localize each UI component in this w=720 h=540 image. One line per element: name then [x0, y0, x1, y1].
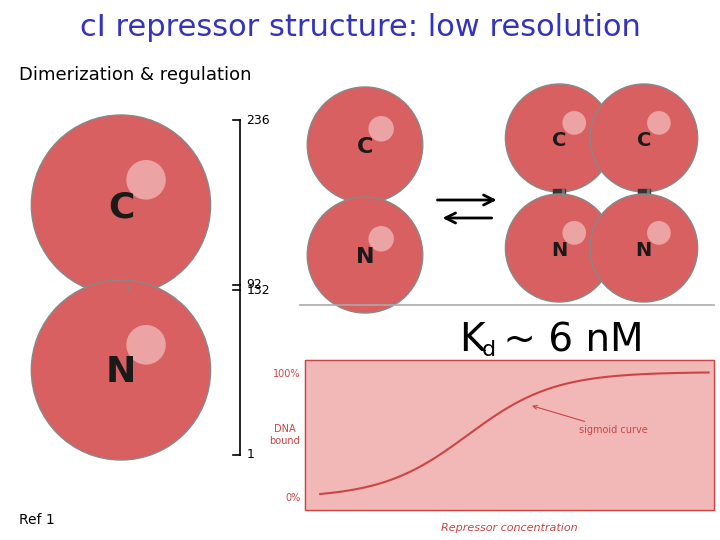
Circle shape [307, 197, 423, 313]
Text: DNA
bound: DNA bound [269, 424, 300, 446]
Text: Dimerization & regulation: Dimerization & regulation [19, 66, 252, 84]
Text: C: C [108, 190, 134, 224]
Text: N: N [551, 240, 567, 260]
Circle shape [590, 84, 698, 192]
Text: N: N [636, 240, 652, 260]
Bar [112, 285, 130, 290]
Text: K: K [459, 321, 485, 359]
Circle shape [126, 160, 166, 200]
Text: N: N [106, 355, 136, 389]
Circle shape [647, 111, 671, 135]
Circle shape [590, 194, 698, 302]
Text: 0%: 0% [285, 493, 300, 503]
Bar [553, 189, 565, 197]
Text: N: N [356, 247, 374, 267]
Circle shape [562, 111, 586, 135]
Bar [562, 189, 564, 197]
Circle shape [307, 87, 423, 203]
Text: Repressor concentration: Repressor concentration [441, 523, 577, 533]
Text: 236: 236 [246, 113, 270, 126]
Text: ~ 6 nM: ~ 6 nM [492, 321, 644, 359]
Text: 92: 92 [246, 279, 262, 292]
Text: 1: 1 [246, 449, 254, 462]
Bar [127, 285, 129, 290]
Text: Ref 1: Ref 1 [19, 513, 55, 527]
Text: 132: 132 [246, 284, 270, 296]
Circle shape [562, 221, 586, 245]
Text: cI repressor structure: low resolution: cI repressor structure: low resolution [80, 14, 640, 43]
Circle shape [647, 221, 671, 245]
Circle shape [505, 84, 613, 192]
Text: C: C [357, 137, 373, 157]
Circle shape [369, 226, 394, 252]
Bar [305, 360, 714, 510]
Circle shape [126, 325, 166, 364]
Bar [647, 189, 649, 197]
Circle shape [369, 116, 394, 141]
Text: C: C [636, 131, 651, 150]
Text: d: d [482, 340, 495, 360]
Text: C: C [552, 131, 567, 150]
Circle shape [505, 194, 613, 302]
Text: sigmoid curve: sigmoid curve [534, 406, 648, 435]
Bar [638, 189, 650, 197]
Bar [305, 360, 714, 510]
Text: 100%: 100% [273, 369, 300, 379]
Circle shape [31, 115, 210, 295]
Circle shape [31, 280, 210, 460]
